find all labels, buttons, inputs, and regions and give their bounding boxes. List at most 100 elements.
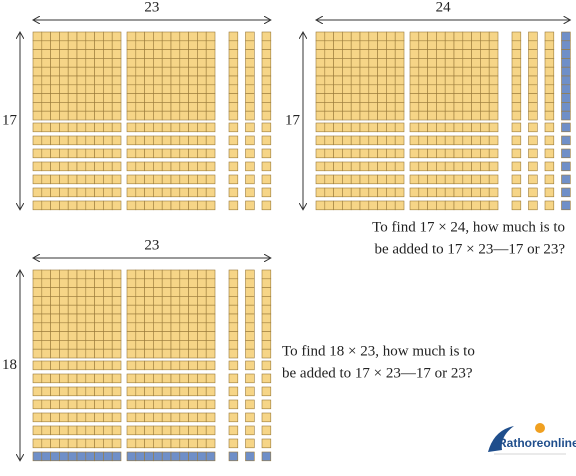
unit-cube	[103, 174, 113, 185]
unit-cube	[418, 66, 428, 77]
unit-cube	[342, 102, 352, 112]
highlight-cube	[561, 102, 571, 112]
unit-cube	[111, 313, 122, 324]
unit-cube	[103, 322, 113, 332]
unit-cube	[368, 122, 378, 133]
unit-cube	[135, 269, 145, 280]
unit-cube	[144, 340, 154, 350]
unit-cube	[50, 135, 60, 146]
unit-cube	[511, 148, 522, 159]
unit-cube	[161, 200, 172, 211]
highlight-cube	[103, 451, 113, 462]
unit-cube	[418, 49, 428, 59]
unit-cube	[453, 135, 464, 146]
unit-cube	[386, 135, 396, 146]
unit-cube	[444, 110, 455, 121]
unit-cube	[32, 75, 43, 86]
unit-cube	[462, 93, 472, 103]
unit-cube	[76, 84, 87, 94]
unit-cube	[76, 58, 87, 68]
highlight-cube	[188, 451, 198, 462]
unit-cube	[144, 135, 154, 146]
unit-cube	[409, 49, 420, 59]
unit-cube	[50, 122, 60, 133]
unit-cube	[85, 135, 95, 146]
unit-cube	[409, 40, 420, 50]
unit-cube	[103, 296, 113, 306]
highlight-cube	[561, 110, 571, 121]
unit-cube	[511, 135, 522, 146]
unit-cube	[111, 148, 122, 159]
unit-cube	[135, 75, 145, 86]
unit-cube	[126, 399, 137, 410]
unit-cube	[480, 161, 490, 172]
unit-cube	[462, 161, 472, 172]
unit-cube	[153, 287, 163, 297]
unit-cube	[111, 58, 122, 68]
unit-cube	[111, 296, 122, 306]
unit-cube	[245, 340, 255, 350]
unit-cube	[245, 200, 255, 211]
unit-cube	[153, 75, 163, 86]
unit-cube	[170, 269, 181, 280]
unit-cube	[261, 438, 272, 449]
unit-cube	[342, 161, 352, 172]
unit-cube	[50, 304, 60, 315]
unit-cube	[205, 278, 216, 288]
unit-cube	[41, 58, 51, 68]
unit-cube	[544, 31, 555, 42]
unit-cube	[85, 200, 95, 211]
unit-cube	[205, 348, 216, 359]
unit-cube	[103, 386, 113, 397]
unit-cube	[32, 425, 43, 436]
unit-cube	[418, 187, 428, 198]
unit-cube	[350, 93, 361, 103]
unit-cube	[144, 425, 154, 436]
unit-cube	[261, 340, 272, 350]
unit-cube	[228, 161, 239, 172]
unit-cube	[85, 348, 95, 359]
unit-cube	[76, 331, 87, 341]
unit-cube	[228, 58, 239, 68]
unit-cube	[368, 66, 378, 77]
highlight-cube	[245, 451, 255, 462]
unit-cube	[41, 122, 51, 133]
unit-cube	[32, 102, 43, 112]
unit-cube	[427, 174, 437, 185]
unit-cube	[409, 122, 420, 133]
unit-cube	[436, 148, 446, 159]
unit-cube	[41, 110, 51, 121]
unit-cube	[528, 161, 538, 172]
block-figure: 23 17	[0, 0, 271, 211]
unit-cube	[32, 296, 43, 306]
unit-cube	[315, 102, 326, 112]
unit-cube	[153, 93, 163, 103]
unit-cube	[427, 110, 437, 121]
unit-cube	[386, 75, 396, 86]
unit-cube	[32, 373, 43, 384]
unit-cube	[94, 438, 104, 449]
unit-cube	[103, 93, 113, 103]
unit-cube	[409, 174, 420, 185]
unit-cube	[444, 31, 455, 42]
unit-cube	[50, 287, 60, 297]
width-label: 23	[144, 0, 159, 15]
unit-cube	[111, 438, 122, 449]
unit-cube	[462, 58, 472, 68]
unit-cube	[111, 399, 122, 410]
unit-cube	[41, 331, 51, 341]
unit-cube	[386, 93, 396, 103]
unit-cube	[41, 412, 51, 423]
unit-cube	[197, 399, 207, 410]
unit-cube	[50, 360, 60, 371]
highlight-cube	[561, 31, 571, 42]
unit-cube	[170, 348, 181, 359]
unit-cube	[205, 425, 216, 436]
unit-cube	[41, 102, 51, 112]
unit-cube	[126, 412, 137, 423]
unit-cube	[359, 122, 370, 133]
unit-cube	[427, 40, 437, 50]
unit-cube	[144, 49, 154, 59]
unit-cube	[59, 399, 69, 410]
unit-cube	[528, 110, 538, 121]
